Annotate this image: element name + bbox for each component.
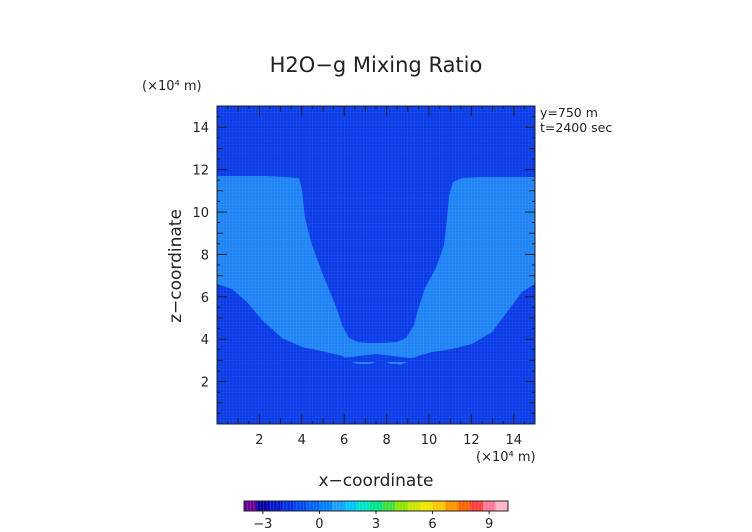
y-axis-label: z−coordinate <box>166 209 186 323</box>
y-unit-label: (×10⁴ m) <box>142 79 202 94</box>
colorbar-segment <box>394 501 408 511</box>
x-tick-label: 2 <box>255 433 263 448</box>
x-tick-label: 14 <box>506 433 523 448</box>
y-tick-label: 2 <box>201 376 209 391</box>
field-layer <box>217 106 535 424</box>
y-tick-label: 8 <box>201 248 209 263</box>
colorbar-segment <box>244 501 257 511</box>
y-tick-label: 4 <box>201 333 209 348</box>
colorbar-segment <box>470 501 484 511</box>
colorbar-segment <box>344 501 358 511</box>
colorbar-segment <box>256 501 270 511</box>
y-tick-label: 6 <box>201 291 209 306</box>
field-band <box>217 354 535 362</box>
colorbar-segment <box>332 501 345 511</box>
colorbar-tick-label: 0 <box>315 517 323 532</box>
colorbar-tick-label: 3 <box>372 517 380 532</box>
chart-title: H2O−g Mixing Ratio <box>270 53 483 77</box>
colorbar-segment <box>445 501 459 511</box>
colorbar-segment <box>482 501 496 511</box>
colorbar-tick-label: −3 <box>253 517 272 532</box>
field-cell-6 <box>358 384 396 388</box>
x-tick-label: 6 <box>340 433 348 448</box>
annotation-time: t=2400 sec <box>540 120 612 135</box>
colorbar-tick-label: 6 <box>428 517 436 532</box>
colorbar-segment <box>319 501 333 511</box>
colorbar-segment <box>420 501 433 511</box>
y-tick-label: 10 <box>192 206 209 221</box>
field-cell-5 <box>351 376 402 381</box>
field-cell-1 <box>312 375 347 382</box>
colorbar-tick-label: 9 <box>485 517 493 532</box>
field-cell-2 <box>402 375 439 382</box>
field-cell-3 <box>342 364 372 372</box>
colorbar-segment <box>407 501 421 511</box>
colorbar-segment <box>432 501 446 511</box>
colorbar-segment <box>306 501 320 511</box>
axis-ticks: 2 4 6 8 10 12 14 2 4 6 8 10 12 14 <box>192 105 536 448</box>
colorbar-segment <box>457 501 471 511</box>
colorbar-segment <box>357 501 371 511</box>
annotation-y-position: y=750 m <box>540 105 598 120</box>
x-axis-label: x−coordinate <box>319 471 434 491</box>
colorbar-segment <box>294 501 308 511</box>
x-unit-label: (×10⁴ m) <box>476 450 536 465</box>
x-tick-label: 12 <box>463 433 480 448</box>
colorbar-segment <box>369 501 383 511</box>
y-tick-label: 14 <box>192 121 209 136</box>
colorbar-segment <box>495 501 509 511</box>
x-tick-label: 10 <box>421 433 438 448</box>
y-tick-label: 12 <box>192 164 209 179</box>
x-tick-label: 8 <box>382 433 390 448</box>
colorbar-segment <box>269 501 283 511</box>
field-cell-4 <box>378 364 408 372</box>
colorbar: −3 0 3 6 9 <box>243 500 509 532</box>
colorbar-segment <box>281 501 295 511</box>
field-lower-region <box>217 176 535 424</box>
grid-layer <box>217 106 535 424</box>
x-tick-label: 4 <box>298 433 306 448</box>
colorbar-segment <box>382 501 396 511</box>
